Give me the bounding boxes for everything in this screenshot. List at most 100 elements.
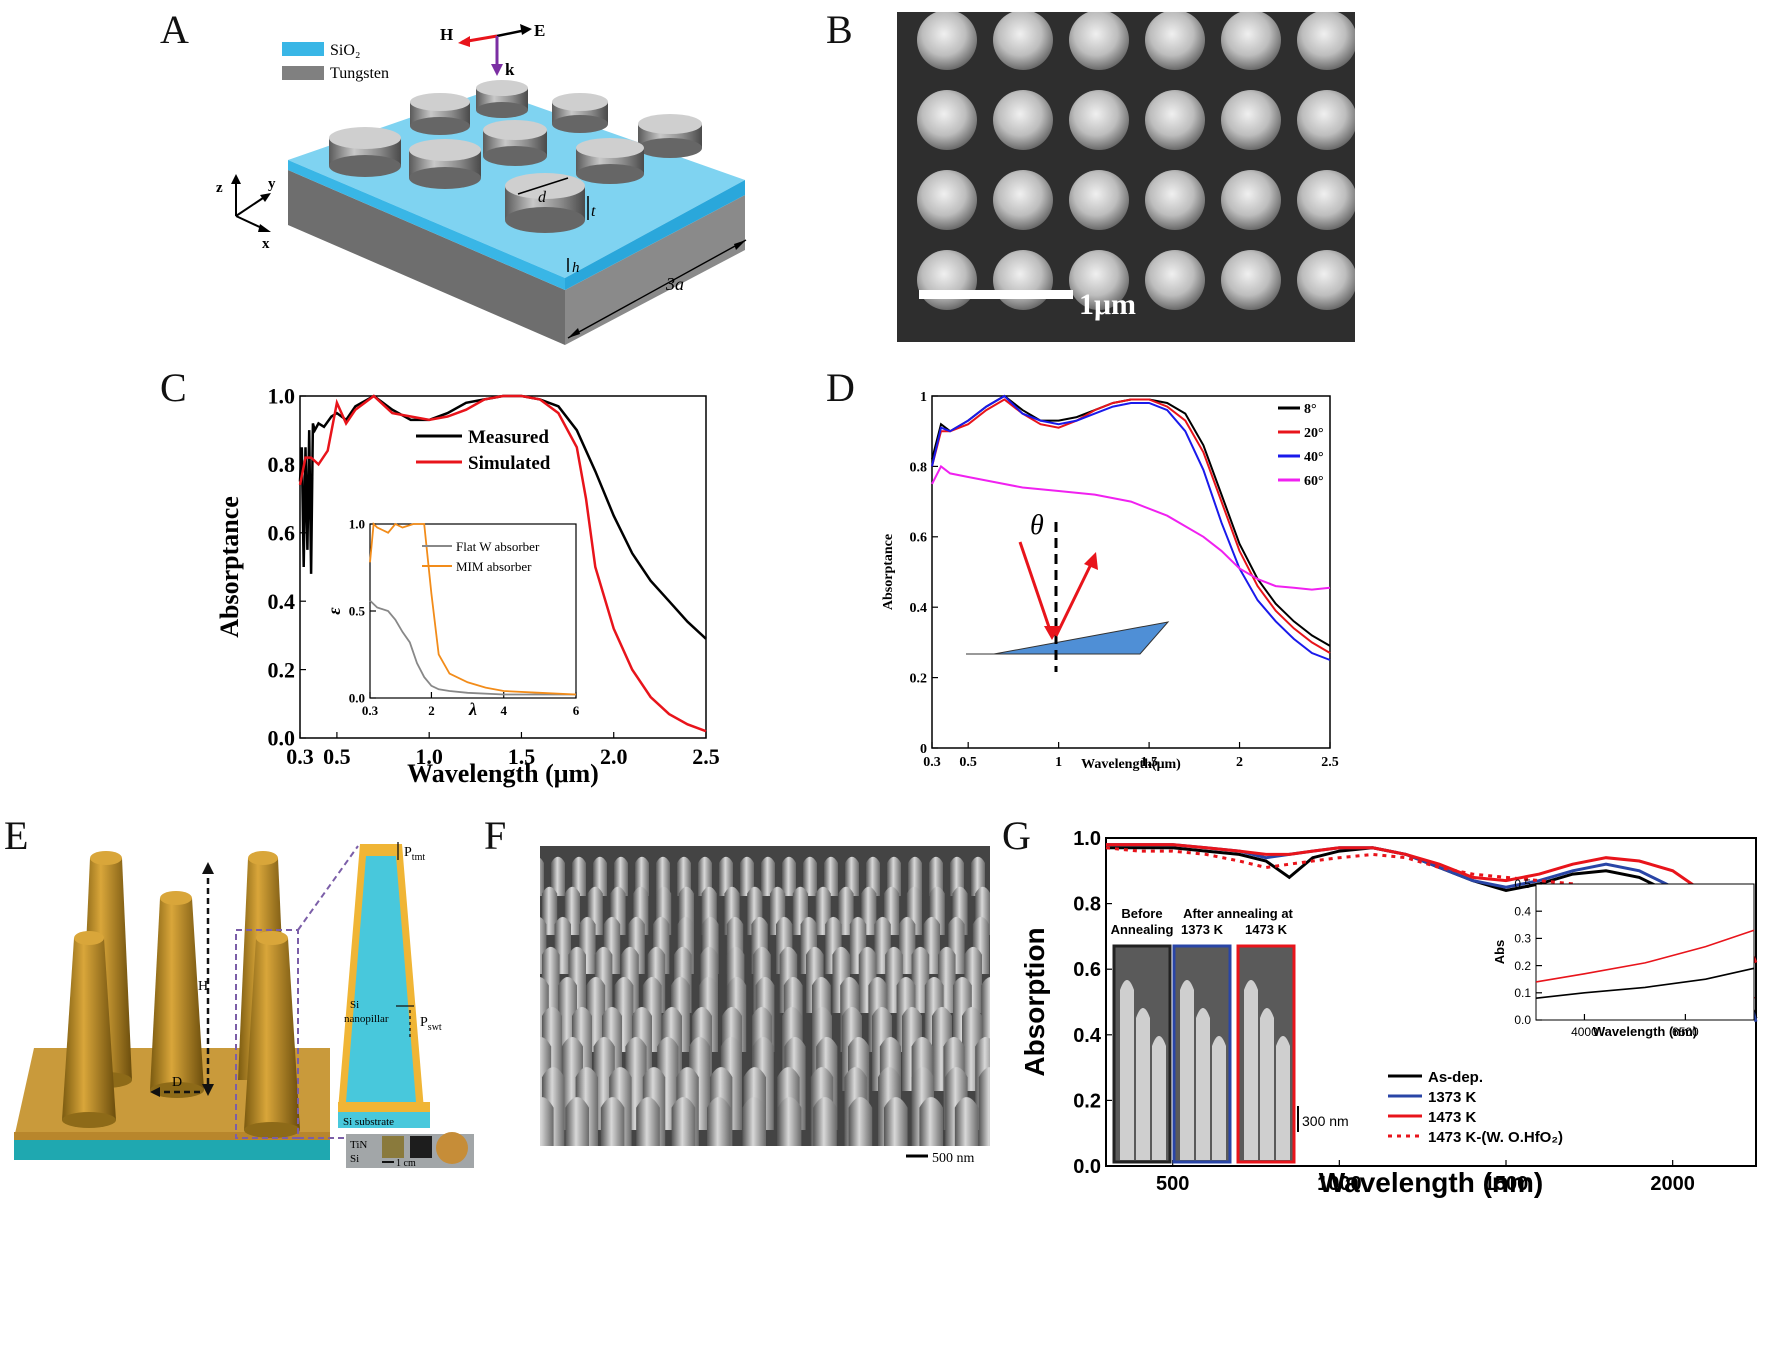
- g-inset-ytick-label: 0.0: [1514, 1013, 1531, 1027]
- sem-pillar: [719, 856, 733, 896]
- sem-particle: [1297, 170, 1355, 230]
- d-xtick-label: 0.5: [959, 755, 977, 770]
- g-inset-ytick-label: 0.5: [1514, 877, 1531, 891]
- d-ytick-label: 0.6: [910, 531, 928, 546]
- label-si-substrate: Si substrate: [343, 1116, 394, 1128]
- d-xtick-label: 2.5: [1321, 755, 1339, 770]
- panel-a-schematic: d t h 3a SiO₂ Tungsten H E k z y x: [216, 21, 747, 345]
- label-ptmt: Ptmt: [404, 845, 425, 863]
- d-ytick-label: 0: [920, 742, 927, 757]
- theta-label: θ: [1030, 510, 1044, 541]
- incidence-plane: [966, 621, 1170, 655]
- g-xtick-label: 2000: [1650, 1173, 1695, 1195]
- sem-particle: [917, 90, 977, 150]
- axis-z: z: [216, 180, 223, 196]
- panel-b-sem: 1μm: [897, 12, 1355, 342]
- g-frame: [1105, 837, 1757, 1167]
- c-ytick-label: 0.2: [268, 657, 296, 682]
- field-k: k: [505, 60, 515, 79]
- sem-particle: [993, 90, 1053, 150]
- sem-pillar: [824, 856, 838, 896]
- c-inset-legend-label: Flat W absorber: [456, 539, 540, 554]
- tungsten-slab-front: [288, 170, 565, 345]
- sem-particle: [1297, 12, 1355, 70]
- g-series-3: [1105, 846, 1758, 1003]
- g-sem-scale: 300 nm: [1302, 1113, 1349, 1129]
- sem-pillar: [838, 886, 854, 935]
- c-xlabel: Wavelength (μm): [407, 759, 599, 788]
- sio2-side: [565, 180, 745, 290]
- g-legend-label: 1473 K: [1428, 1109, 1477, 1126]
- panel-d-chart: 0.3 0.5 1 1.5 2 2.5 0 0.2 0.4 0.6 0.8 1 Wavelength(μ…: [881, 390, 1339, 772]
- g-sem-before2: Annealing: [1111, 922, 1174, 937]
- c-inset-series-1: [369, 522, 577, 696]
- g-ytick-label: 0.4: [1073, 1025, 1102, 1047]
- g-legend-label: 1373 K: [1428, 1089, 1477, 1106]
- si-substrate: [14, 1138, 330, 1160]
- d-ytick-label: 1: [920, 390, 927, 405]
- g-series-2: [1106, 843, 1758, 964]
- tungsten-pillars: [329, 80, 702, 233]
- sem-pillar: [540, 857, 544, 896]
- dim-t: t: [591, 203, 596, 220]
- sem-pillar: [908, 856, 922, 896]
- sem-particle: [1221, 90, 1281, 150]
- d-xtick-label: 1: [1055, 755, 1062, 770]
- d-ytick-label: 0.2: [910, 672, 928, 687]
- d-legend-label: 60°: [1304, 474, 1324, 489]
- c-inset-xtick-label: 6: [573, 703, 580, 718]
- c-inset-ytick-label: 1.0: [349, 517, 365, 532]
- g-ytick-label: 1.0: [1073, 828, 1101, 850]
- sem-particle: [1069, 250, 1129, 310]
- sem-particle: [917, 170, 977, 230]
- legend-tungsten-swatch: [282, 66, 324, 80]
- g-xtick-label: 1000: [1317, 1173, 1362, 1195]
- c-inset-frame: [369, 523, 577, 699]
- coin: [436, 1132, 468, 1164]
- g-inset-series-0: [1535, 967, 1755, 999]
- sem-particle: [917, 12, 977, 70]
- g-sem-pillar: [1196, 1008, 1210, 1160]
- tin-sample: [382, 1136, 404, 1158]
- sem-pillar: [551, 856, 565, 896]
- d-frame: [931, 395, 1331, 749]
- sem-particle: [1069, 90, 1129, 150]
- sem-pillar: [981, 977, 990, 1052]
- d-xtick-label: 0.3: [923, 755, 941, 770]
- sem-particle: [1221, 12, 1281, 70]
- g-inset-series-1: [1535, 929, 1755, 983]
- sem-pillar: [929, 856, 943, 896]
- d-series-2: [931, 394, 1331, 661]
- panel-label-e: E: [4, 813, 29, 858]
- c-ytick-label: 0.4: [268, 589, 296, 614]
- g-sem-k2: 1473 K: [1245, 922, 1288, 937]
- dim-d: d: [538, 189, 547, 206]
- sem-particle: [993, 170, 1053, 230]
- sem-pillar: [740, 856, 754, 896]
- dim-h: h: [572, 260, 580, 276]
- g-sem-pillar: [1136, 1008, 1150, 1160]
- c-xtick-label: 2.5: [692, 744, 720, 769]
- g-xtick-label: 500: [1156, 1173, 1189, 1195]
- sem-particle: [1145, 250, 1205, 310]
- g-ytick-label: 0.0: [1073, 1156, 1101, 1178]
- sem-pillar: [887, 856, 901, 896]
- panel-f-sem: 500 nm: [540, 846, 990, 1166]
- si-sample: [410, 1136, 432, 1158]
- g-sem-pillar: [1120, 980, 1134, 1160]
- panel-label-c: C: [160, 365, 187, 410]
- sem-particle: [1145, 170, 1205, 230]
- label-h: H: [198, 979, 208, 994]
- g-sem-after: After annealing at: [1183, 906, 1293, 921]
- c-xtick-label: 1.5: [508, 744, 536, 769]
- c-legend-label: Simulated: [468, 453, 551, 474]
- sem-pillar: [950, 856, 964, 896]
- g-ylabel: Absorption: [1019, 927, 1050, 1076]
- sem-particle: [1221, 170, 1281, 230]
- g-inset-frame: [1535, 883, 1755, 1021]
- c-inset-ytick-label: 0.0: [349, 691, 365, 706]
- d-legend-label: 40°: [1304, 450, 1324, 465]
- panel-e-schematic: H D Si nanopillar Si substrate Ptmt Pswt…: [14, 842, 474, 1169]
- axis-y: y: [268, 176, 276, 192]
- g-inset-xtick-label: 4000: [1571, 1025, 1598, 1039]
